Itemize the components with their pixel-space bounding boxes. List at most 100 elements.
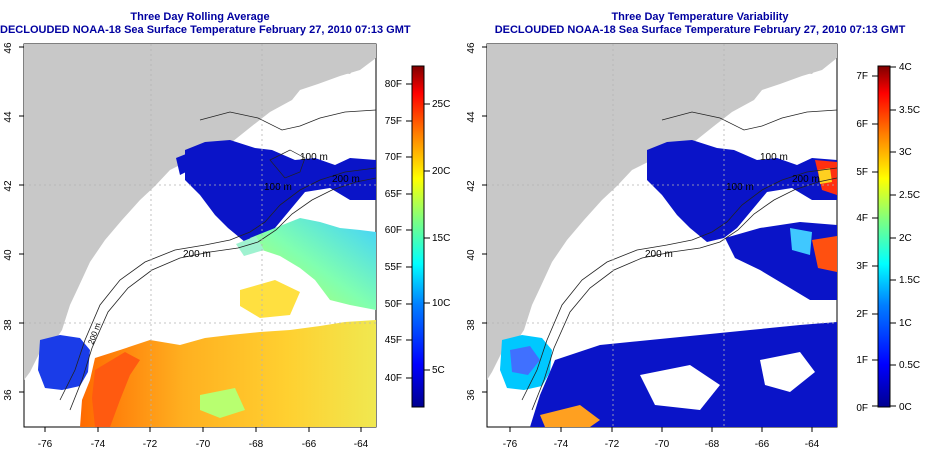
right-graticule	[487, 44, 837, 427]
right-contour-label-4: 200 m	[792, 174, 820, 185]
right-high-variability-south	[540, 405, 600, 427]
left-x-tickmarks	[44, 427, 362, 432]
right-colorbar	[877, 65, 891, 408]
left-isobath-gulf	[199, 109, 376, 131]
right-title-line2: DECLOUDED NOAA-18 Sea Surface Temperatur…	[494, 24, 906, 36]
right-variability-map: 100 m 100 m 200 m 200 m -76 -74 -72 -70 …	[466, 42, 920, 450]
right-cb-c-label: 0.5C	[899, 360, 920, 371]
left-x-axis: -76 -74 -72 -70 -68 -66 -64	[38, 439, 369, 450]
right-x-tick: -68	[705, 439, 720, 450]
right-cb-c-label: 2.5C	[899, 190, 920, 201]
left-y-tick: 38	[3, 319, 14, 331]
left-x-tick: -68	[249, 439, 264, 450]
left-cb-f-label: 80F	[385, 79, 402, 90]
right-y-tick: 42	[466, 180, 477, 192]
left-nova-scotia	[328, 52, 360, 74]
right-y-tick: 38	[466, 319, 477, 331]
left-colorbar-c-labels: 25C 20C 15C 10C 5C	[432, 99, 450, 376]
left-y-tickmarks	[19, 46, 24, 393]
left-gulf-stream-water	[80, 320, 376, 427]
right-colorbar-c-labels: 4C 3.5C 3C 2.5C 2C 1.5C 1C 0.5C 0C	[899, 62, 920, 413]
right-cb-f-label: 0F	[856, 403, 868, 414]
left-x-tick: -70	[196, 439, 211, 450]
right-cb-f-label: 1F	[856, 355, 868, 366]
left-green-patch	[200, 388, 245, 418]
left-colorbar	[411, 65, 425, 408]
right-contour-label-2: 100 m	[726, 182, 754, 193]
right-y-tickmarks	[482, 46, 487, 393]
left-cb-c-label: 15C	[432, 233, 450, 244]
right-land-mass	[487, 44, 837, 380]
right-cb-c-label: 3C	[899, 147, 912, 158]
right-cb-f-label: 4F	[856, 213, 868, 224]
left-cb-f-label: 65F	[385, 189, 402, 200]
right-cb-f-label: 3F	[856, 261, 868, 272]
left-y-tick: 40	[3, 249, 14, 261]
right-cb-c-label: 3.5C	[899, 105, 920, 116]
right-title-line1: Three Day Temperature Variability	[611, 11, 789, 23]
left-x-tick: -66	[302, 439, 317, 450]
left-shelf-patch	[236, 236, 264, 256]
left-title-line1: Three Day Rolling Average	[130, 11, 270, 23]
left-contour-label-4: 200 m	[332, 174, 360, 185]
left-x-tick: -64	[354, 439, 369, 450]
left-cb-f-label: 70F	[385, 152, 402, 163]
right-x-tick: -72	[605, 439, 620, 450]
left-contour-label-3: 200 m	[183, 249, 211, 260]
left-cb-f-label: 75F	[385, 116, 402, 127]
right-variability-chesapeake-core	[510, 346, 540, 375]
left-colorbar-f-labels: 80F 75F 70F 65F 60F 55F 50F 45F 40F	[385, 79, 402, 384]
left-x-tick: -76	[38, 439, 53, 450]
left-cb-c-label: 5C	[432, 365, 445, 376]
right-cb-c-label: 1.5C	[899, 275, 920, 286]
right-x-tick: -64	[805, 439, 820, 450]
right-y-tick: 46	[466, 42, 477, 54]
left-y-axis: 36 38 40 42 44 46	[3, 42, 14, 401]
left-x-tick: -72	[143, 439, 158, 450]
left-cb-f-label: 40F	[385, 373, 402, 384]
right-cloud-gap	[640, 365, 720, 410]
left-cold-water-chesapeake	[38, 335, 90, 390]
right-y-tick: 44	[466, 111, 477, 123]
right-isobath-gulf	[661, 109, 837, 131]
left-contour-label-2: 100 m	[264, 182, 292, 193]
left-warm-eddy	[240, 280, 300, 318]
left-y-tick: 44	[3, 111, 14, 123]
right-cb-c-label: 1C	[899, 318, 912, 329]
left-map-title: Three Day Rolling Average DECLOUDED NOAA…	[0, 11, 411, 37]
right-colorbar-f-labels: 7F 6F 5F 4F 3F 2F 1F 0F	[856, 71, 868, 414]
right-cb-f-label: 6F	[856, 119, 868, 130]
right-x-tickmarks	[509, 427, 813, 432]
right-contour-label-1: 100 m	[760, 152, 788, 163]
left-cb-f-label: 45F	[385, 335, 402, 346]
right-mid-variability-e	[790, 228, 812, 255]
left-y-tick: 36	[3, 389, 14, 401]
left-isobath-200m	[69, 177, 376, 411]
left-cb-f-label: 60F	[385, 225, 402, 236]
left-colorbar-ticks	[406, 83, 430, 379]
right-x-tick: -74	[554, 439, 569, 450]
right-contour-label-3: 200 m	[645, 249, 673, 260]
right-colorbar-ticks	[872, 66, 896, 407]
left-gulf-stream-core	[92, 352, 140, 427]
left-isobath-bank	[269, 149, 306, 179]
left-cb-c-label: 20C	[432, 166, 450, 177]
left-cb-f-label: 50F	[385, 299, 402, 310]
left-cb-c-label: 10C	[432, 298, 450, 309]
right-y-axis: 36 38 40 42 44 46	[466, 42, 477, 401]
right-x-tick: -76	[503, 439, 518, 450]
right-high-variability-e	[812, 236, 837, 272]
right-y-tick: 40	[466, 249, 477, 261]
left-sst-map: 100 m 100 m 200 m 200 m 200 m -76 -74 -7…	[3, 42, 450, 450]
left-x-tick: -74	[91, 439, 106, 450]
right-cb-f-label: 7F	[856, 71, 868, 82]
right-y-tick: 36	[466, 389, 477, 401]
right-x-tick: -66	[755, 439, 770, 450]
right-cb-c-label: 2C	[899, 233, 912, 244]
left-cold-water-gulf-of-maine	[185, 140, 376, 242]
left-contour-label-1: 100 m	[300, 152, 328, 163]
right-cb-c-label: 4C	[899, 62, 912, 73]
left-y-tick: 42	[3, 180, 14, 192]
right-map-title: Three Day Temperature Variability DECLOU…	[465, 11, 935, 37]
left-y-tick: 46	[3, 42, 14, 54]
